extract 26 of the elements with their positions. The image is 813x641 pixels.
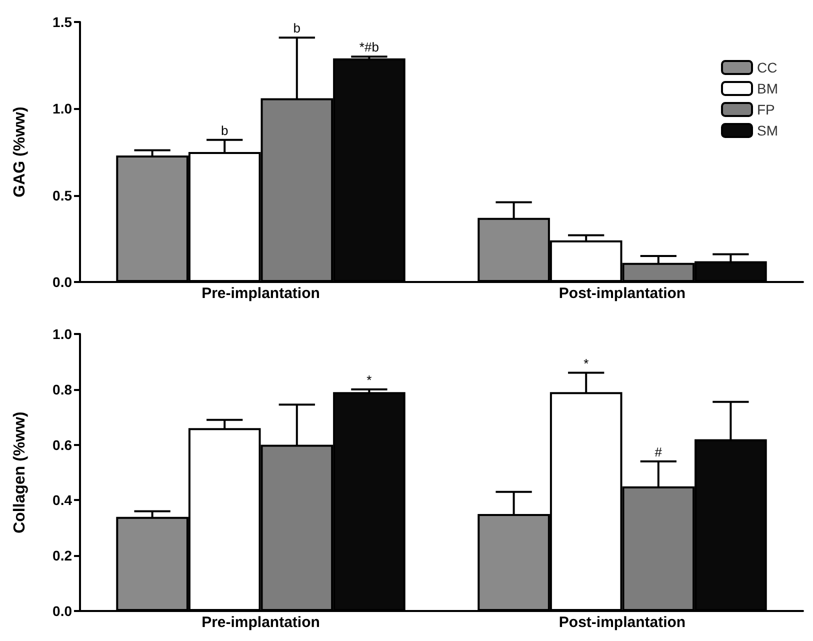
y-tick-label: 1.5 (52, 14, 72, 30)
data-label: b (220, 122, 228, 138)
x-tick-label: Pre-implantation (202, 614, 320, 631)
legend-label: SM (757, 122, 778, 138)
y-axis-title: GAG (%ww) (12, 106, 28, 198)
legend-label: FP (757, 102, 775, 118)
x-tick-label: Post-implantation (558, 614, 686, 631)
y-tick-label: 0.4 (52, 492, 72, 508)
y-tick-label: 0.2 (52, 548, 72, 564)
annotation: b (293, 20, 301, 36)
y-tick-label: 0.5 (52, 187, 72, 204)
y-tick-label: 1.0 (52, 326, 72, 342)
y-tick-label: 0.8 (52, 381, 72, 398)
data-label: # (654, 444, 663, 460)
x-tick-label: Pre-implantation (202, 285, 320, 302)
data-label: *#b (359, 40, 379, 55)
legend-label: CC (757, 60, 778, 76)
data-label: * (584, 356, 589, 371)
y-tick-label: 0.0 (52, 603, 72, 619)
y-tick-label: 0.6 (52, 436, 72, 453)
y-axis-title: Collagen (%ww) (12, 412, 28, 534)
x-tick-label: Post-implantation (558, 285, 686, 302)
y-tick-label: 1.0 (52, 100, 72, 117)
y-tick-label: 0.0 (52, 274, 72, 290)
legend-label: BM (757, 80, 778, 96)
data-label: * (366, 372, 372, 388)
